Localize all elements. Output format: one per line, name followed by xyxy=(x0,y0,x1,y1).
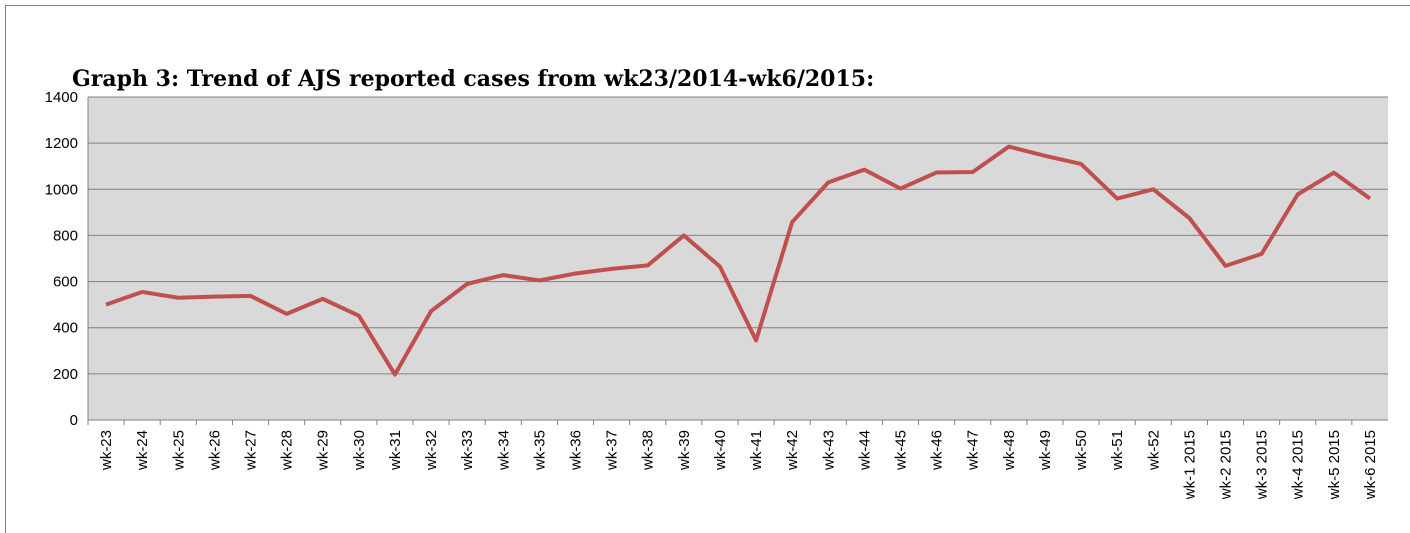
y-tick-label: 400 xyxy=(53,320,78,337)
frame xyxy=(5,5,1410,533)
x-tick-label: wk-23 xyxy=(98,430,115,471)
x-tick-label: wk-48 xyxy=(1001,430,1018,471)
x-tick-label: wk-42 xyxy=(784,430,801,471)
chart-title: Graph 3: Trend of AJS reported cases fro… xyxy=(72,66,874,92)
x-tick-label: wk-41 xyxy=(748,430,765,471)
x-tick-label: wk-31 xyxy=(387,430,404,471)
x-tick-label: wk-52 xyxy=(1145,430,1162,471)
x-tick-label: wk-2 2015 xyxy=(1218,430,1235,500)
x-tick-label: wk-1 2015 xyxy=(1181,430,1198,500)
x-tick-label: wk-4 2015 xyxy=(1290,430,1307,500)
x-tick-label: wk-44 xyxy=(856,430,873,471)
x-tick-label: wk-27 xyxy=(243,430,260,471)
y-tick-label: 600 xyxy=(53,274,78,291)
y-tick-label: 1200 xyxy=(45,135,78,152)
x-tick-label: wk-38 xyxy=(640,430,657,471)
x-tick-label: wk-40 xyxy=(712,430,729,471)
y-tick-label: 1000 xyxy=(45,181,78,198)
x-tick-label: wk-45 xyxy=(893,430,910,471)
x-tick-label: wk-24 xyxy=(134,430,151,471)
x-tick-label: wk-34 xyxy=(495,430,512,471)
y-tick-label: 1400 xyxy=(45,89,78,106)
x-tick-label: wk-36 xyxy=(568,430,585,471)
x-tick-label: wk-25 xyxy=(170,430,187,471)
x-tick-label: wk-43 xyxy=(820,430,837,471)
x-tick-label: wk-50 xyxy=(1073,430,1090,471)
x-tick-label: wk-37 xyxy=(604,430,621,471)
series-line xyxy=(105,144,1372,377)
y-tick-label: 200 xyxy=(53,366,78,383)
plot-area xyxy=(88,97,1388,420)
x-tick-label: wk-47 xyxy=(965,430,982,471)
x-tick-label: wk-30 xyxy=(351,430,368,471)
x-tick-label: wk-28 xyxy=(279,430,296,471)
x-tick-label: wk-35 xyxy=(531,430,548,471)
x-tick-label: wk-49 xyxy=(1037,430,1054,471)
x-tick-label: wk-33 xyxy=(459,430,476,471)
x-tick-label: wk-46 xyxy=(929,430,946,471)
x-tick-label: wk-26 xyxy=(206,430,223,471)
y-tick-label: 800 xyxy=(53,227,78,244)
x-tick-label: wk-51 xyxy=(1109,430,1126,471)
x-tick-label: wk-5 2015 xyxy=(1326,430,1343,500)
x-tick-label: wk-6 2015 xyxy=(1362,430,1379,500)
y-tick-label: 0 xyxy=(70,412,78,429)
x-tick-label: wk-32 xyxy=(423,430,440,471)
x-tick-label: wk-29 xyxy=(315,430,332,471)
x-tick-label: wk-3 2015 xyxy=(1254,430,1271,500)
x-tick-label: wk-39 xyxy=(676,430,693,471)
